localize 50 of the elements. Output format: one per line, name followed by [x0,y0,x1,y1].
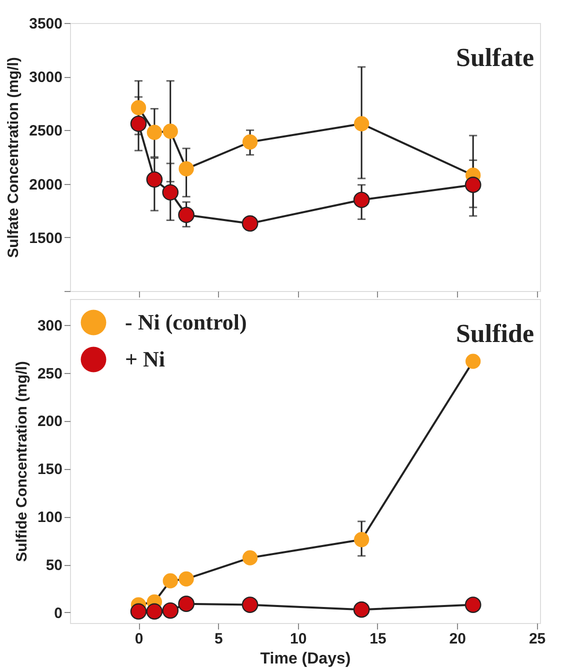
legend-label: + Ni [125,346,166,372]
y-axis-title: Sulfate Concentration (mg/l) [5,57,22,258]
point [354,532,370,548]
point [242,215,258,232]
x-tick-label: 25 [528,630,546,648]
legend-label: - Ni (control) [125,310,247,334]
x-tick-label: 15 [370,630,386,648]
x-tick-label: 0 [134,630,144,648]
y-tick-label: 0 [54,604,62,622]
point [178,161,194,176]
point [353,192,370,208]
point [162,184,179,201]
y-tick-label: 3500 [29,16,62,32]
y-axis-title: Sulfide Concentration (mg/l) [13,361,30,562]
y-tick-label: 300 [37,317,62,334]
point [146,603,163,620]
y-tick-label: 2500 [29,122,62,140]
y-tick-label: 200 [37,413,62,430]
point [178,571,194,586]
point [466,354,481,369]
annotation: Sulfide [456,319,534,348]
point [353,601,370,618]
point [162,602,179,619]
point [464,596,482,613]
point [242,550,258,566]
point [178,206,194,224]
point [242,134,258,150]
point [146,171,163,188]
point [354,116,370,132]
point [146,124,162,140]
point [162,573,178,588]
x-axis-title: Time (Days) [260,650,351,668]
x-tick-label: 5 [214,630,223,648]
y-tick-label: 100 [37,509,62,526]
y-tick-label: 50 [46,557,62,574]
point [130,116,147,132]
y-tick-label: 3000 [29,69,62,86]
y-tick-label: 150 [37,461,62,478]
point [242,596,258,613]
x-tick-label: 20 [449,630,466,648]
point [130,603,147,620]
point [464,176,482,194]
annotation: Sulfate [456,43,534,72]
point [162,124,178,139]
y-tick-label: 1500 [29,230,62,247]
y-tick-label: 250 [37,365,62,382]
y-tick-label: 2000 [29,176,62,194]
x-tick-label: 10 [290,630,307,648]
point [178,596,194,612]
point [130,100,146,116]
